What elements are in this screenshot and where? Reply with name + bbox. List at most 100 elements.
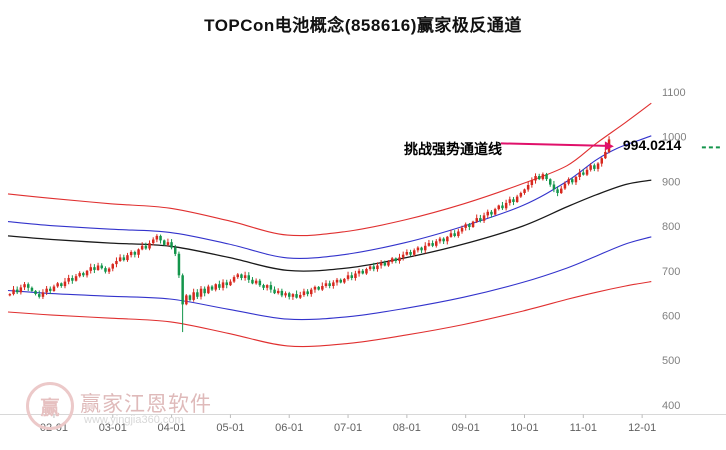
candle-body — [560, 188, 563, 194]
annotation-text: 挑战强势通道线 — [404, 141, 502, 157]
candle-body — [203, 288, 206, 294]
x-axis-label: 11-01 — [570, 422, 597, 434]
candle-body — [199, 288, 203, 297]
candle-body — [545, 174, 548, 180]
candle-body — [604, 151, 607, 159]
candle-body — [534, 176, 537, 181]
candle-body — [214, 284, 217, 290]
candle-body — [258, 280, 262, 286]
candle-body — [497, 205, 500, 210]
candle-body — [299, 295, 302, 298]
y-axis-label: 600 — [662, 311, 680, 323]
candle-body — [207, 286, 210, 294]
candle-body — [100, 265, 103, 269]
candle-body — [240, 274, 243, 278]
candle-body — [306, 291, 309, 295]
candle-body — [361, 270, 364, 274]
candle-body — [493, 209, 497, 215]
candle-body — [159, 235, 162, 241]
candle-body — [78, 273, 81, 277]
candle-body — [262, 285, 265, 288]
candle-body — [152, 239, 155, 244]
annotation-arrow — [500, 142, 607, 147]
candle-body — [291, 294, 295, 297]
candle-body — [427, 243, 431, 246]
candle-body — [556, 189, 559, 193]
candle-body — [365, 269, 368, 274]
y-axis-label: 700 — [662, 266, 680, 278]
candle-body — [284, 293, 287, 296]
candle-body — [23, 284, 26, 288]
x-axis-label: 05-01 — [216, 422, 244, 434]
candle-body — [16, 289, 19, 293]
candle-body — [515, 196, 519, 202]
candle-body — [85, 270, 89, 276]
candle-body — [122, 257, 126, 261]
candle-body — [486, 211, 489, 216]
candle-body — [265, 285, 269, 288]
candle-body — [578, 172, 581, 177]
channel-line-strong — [7, 135, 652, 259]
channel-line-weak — [7, 236, 652, 321]
candle-body — [192, 292, 195, 300]
candle-body — [442, 238, 445, 242]
candle-body — [144, 245, 148, 249]
candle-body — [401, 254, 405, 258]
candle-body — [126, 255, 129, 261]
candle-body — [589, 165, 592, 170]
candle-body — [523, 189, 526, 193]
candle-body — [232, 277, 236, 282]
watermark-logo-char: 赢 — [40, 397, 60, 419]
candle-body — [563, 183, 567, 189]
candle-body — [541, 174, 545, 180]
candle-body — [133, 252, 137, 255]
candle-body — [453, 233, 456, 236]
candle-body — [41, 292, 45, 297]
candle-body — [552, 184, 556, 190]
x-axis-label: 03-01 — [99, 422, 127, 434]
watermark-logo-icon: 赢 — [26, 382, 74, 430]
x-axis-label: 04-01 — [158, 422, 186, 434]
candle-body — [471, 221, 475, 227]
candle-body — [420, 247, 423, 251]
candle-body — [19, 287, 23, 293]
candle-body — [129, 252, 133, 256]
candle-body — [74, 276, 78, 281]
candle-body — [60, 283, 63, 286]
y-axis-label: 1100 — [662, 87, 686, 99]
candle-body — [273, 289, 276, 294]
candle-body — [148, 243, 151, 249]
candle-body — [118, 257, 122, 261]
y-axis-label: 900 — [662, 176, 680, 188]
candle-body — [185, 295, 188, 305]
candle-body — [567, 179, 570, 184]
candle-body — [254, 280, 258, 284]
candle-body — [335, 279, 339, 283]
candle-body — [490, 211, 493, 215]
candle-body — [379, 262, 383, 266]
candle-body — [519, 193, 523, 197]
candle-body — [501, 205, 504, 209]
candle-body — [89, 267, 92, 271]
candle-body — [221, 282, 225, 288]
candle-body — [339, 279, 342, 283]
candle-body — [310, 289, 313, 295]
x-axis-label: 10-01 — [510, 422, 538, 434]
candle-body — [479, 218, 482, 221]
channel-line-life — [7, 179, 652, 272]
candle-body — [280, 290, 284, 296]
candle-body — [313, 286, 317, 290]
candle-body — [34, 290, 37, 294]
candle-body — [504, 202, 508, 209]
candle-body — [49, 288, 52, 291]
candle-body — [52, 286, 56, 291]
candle-body — [416, 247, 420, 251]
x-axis-label: 07-01 — [334, 422, 362, 434]
candle-body — [225, 282, 228, 286]
candle-body — [350, 275, 353, 278]
candle-body — [538, 176, 541, 180]
candle-body — [96, 265, 100, 270]
candle-body — [115, 261, 118, 265]
x-axis-label: 08-01 — [393, 422, 421, 434]
